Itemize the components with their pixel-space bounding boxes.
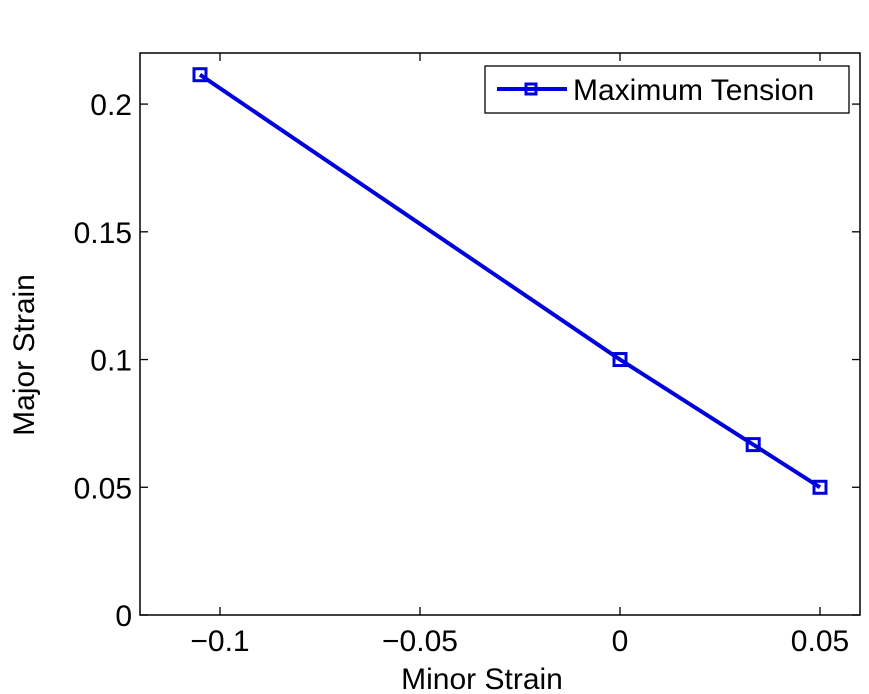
x-tick-label: −0.1 <box>190 625 249 658</box>
y-tick-label: 0.1 <box>90 345 132 378</box>
y-tick-label: 0.2 <box>90 89 132 122</box>
y-axis-label: Major Strain <box>8 274 41 436</box>
data-point <box>612 352 628 368</box>
x-tick-label: 0.05 <box>791 625 849 658</box>
legend-label: Maximum Tension <box>573 74 814 107</box>
legend: Maximum Tension <box>484 65 850 114</box>
y-tick-label: 0.15 <box>74 217 132 250</box>
x-tick-label: −0.05 <box>382 625 458 658</box>
y-tick-label: 0.05 <box>74 472 132 505</box>
data-point <box>192 67 208 83</box>
data-point <box>812 479 828 495</box>
plot-area <box>139 52 861 616</box>
x-tick-label: 0 <box>612 625 629 658</box>
y-tick-label: 0 <box>115 600 132 633</box>
data-point <box>745 437 761 453</box>
legend-marker <box>524 82 538 96</box>
x-axis-label: Minor Strain <box>401 663 563 694</box>
series-line <box>198 73 822 489</box>
